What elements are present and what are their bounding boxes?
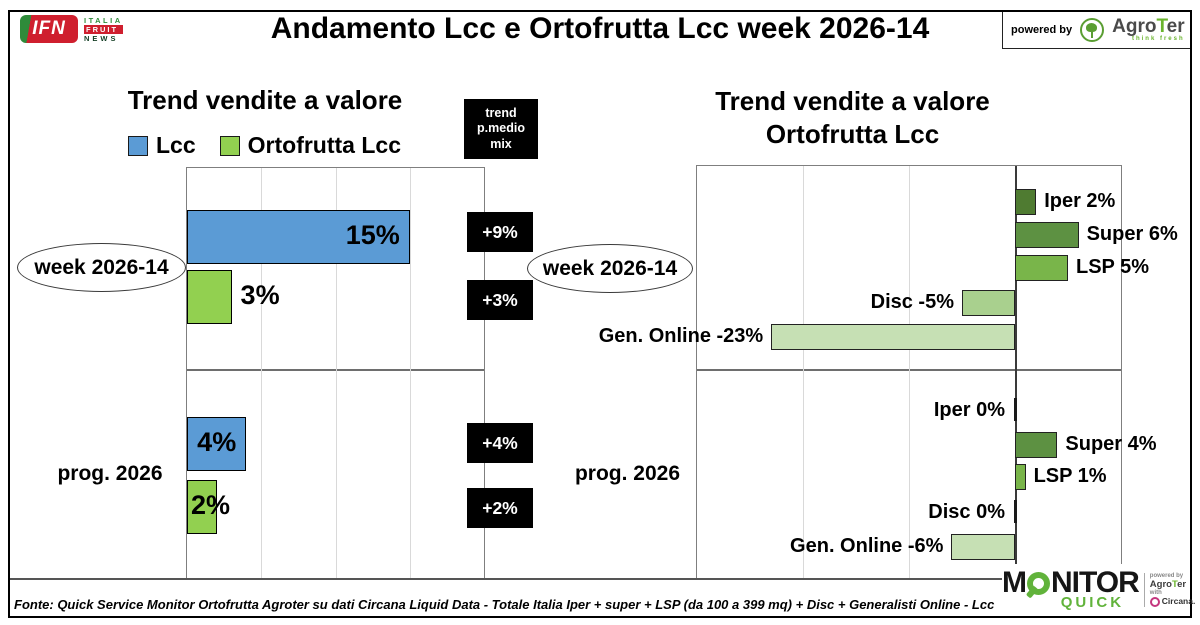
trend-value-week-ortofrutta: +3%: [467, 280, 533, 320]
gridline-0: [1015, 166, 1017, 579]
bar-value-label: 4%: [197, 427, 237, 457]
bar-category-label: Iper 2%: [1044, 190, 1116, 212]
bar-category-label: Super 4%: [1065, 433, 1157, 455]
legend-swatch-lcc: [128, 135, 148, 156]
agroter-small-label: AgroTer: [1149, 578, 1187, 590]
outer-frame: [8, 10, 1192, 618]
monitor-quick-wordmark: M NITOR QUICK: [1002, 566, 1140, 612]
ifn-news-label: NEWS: [84, 33, 119, 43]
circana-icon: [1149, 597, 1160, 608]
bar-gen-online-0: [771, 324, 1015, 350]
bar-category-label: Iper 0%: [933, 399, 1005, 421]
bar-lsp-0: [1015, 255, 1068, 281]
right-row-label-week: week 2026-14: [527, 244, 693, 293]
circana-label: Circana.: [1149, 597, 1195, 608]
bar-value-label: 3%: [240, 280, 280, 310]
footer-divider: [10, 578, 1018, 580]
legend-swatch-ortofrutta: [219, 135, 240, 156]
legend-item-lcc: Lcc: [128, 132, 196, 159]
left-chart-plot-area: 15% 3% 4% 2%: [186, 167, 485, 580]
left-row-label-prog: prog. 2026: [57, 462, 163, 485]
legend-label-lcc: Lcc: [156, 132, 196, 158]
bar-lsp-1: [1015, 464, 1026, 490]
bar-category-label: Disc -5%: [870, 291, 954, 313]
legend-label-ortofrutta: Ortofrutta Lcc: [247, 132, 401, 158]
legend-item-ortofrutta: Ortofrutta Lcc: [219, 132, 401, 159]
bar-category-label: Gen. Online -6%: [790, 535, 944, 557]
bar-category-label: Gen. Online -23%: [598, 325, 764, 347]
bar-iper-0: [1015, 189, 1037, 215]
ifn-wordmark: ITALIA FRUIT NEWS: [84, 16, 123, 43]
quick-label: QUICK: [1060, 594, 1125, 611]
powered-by-label: powered by: [1011, 24, 1073, 36]
bar-category-label: LSP 1%: [1033, 465, 1107, 487]
right-chart-plot-area: Iper 2% Super 6% LSP 5% Disc -5% Gen. Online…: [599, 165, 1178, 580]
agroter-tagline: think fresh: [1131, 36, 1185, 42]
left-chart-title: Trend vendite a valore: [127, 85, 403, 115]
gridline-10: [335, 168, 337, 579]
ifn-italia-label: ITALIA: [84, 15, 123, 25]
gridline--20: [803, 166, 804, 579]
page-title: Andamento Lcc e Ortofrutta Lcc week 2026…: [270, 12, 930, 45]
right-row-label-prog: prog. 2026: [574, 462, 681, 485]
bar-gen-online-1: [951, 534, 1015, 560]
agroter-powered-by-box: powered by AgroTer think fresh: [1002, 12, 1190, 49]
bar-value-label: 2%: [191, 490, 231, 520]
bar-category-label: LSP 5%: [1076, 256, 1149, 278]
gridline--10: [909, 166, 910, 579]
bar-ortofrutta-lcc-1: [187, 480, 217, 534]
gridline-5: [261, 168, 263, 579]
bar-disc-0: [962, 290, 1015, 316]
monitor-logo-credits: powered by AgroTer with Circana.: [1143, 572, 1195, 608]
bar-iper-1: [1013, 398, 1017, 421]
left-row-label-week: week 2026-14: [17, 243, 186, 292]
gridline-15: [409, 168, 411, 579]
left-chart-legend: Lcc Ortofrutta Lcc: [128, 132, 401, 159]
right-chart-title: Trend vendite a valore Ortofrutta Lcc: [715, 86, 990, 149]
bar-lcc-1: [187, 417, 247, 471]
agroter-wordmark: AgroTer think fresh: [1112, 16, 1185, 42]
trend-value-prog-ortofrutta: +2%: [467, 488, 533, 528]
bar-category-label: Super 6%: [1086, 223, 1178, 245]
trend-pmedio-mix-header: trend p.medio mix: [464, 99, 538, 159]
bar-lcc-0: [187, 210, 410, 264]
bar-super-1: [1015, 432, 1058, 458]
ifn-badge-icon: IFN: [20, 15, 78, 43]
bar-value-label: 15%: [345, 220, 400, 250]
trend-value-week-lcc: +9%: [467, 212, 533, 252]
source-note: Fonte: Quick Service Monitor Ortofrutta …: [14, 597, 995, 612]
agroter-tree-icon: [1080, 18, 1105, 42]
monitor-quick-logo: M NITOR QUICK powered by AgroTer with Cir…: [1002, 564, 1195, 616]
bar-disc-1: [1013, 500, 1017, 523]
ifn-logo: IFN ITALIA FRUIT NEWS: [20, 15, 123, 43]
magnifier-icon: [1025, 571, 1050, 599]
trend-value-prog-lcc: +4%: [467, 423, 533, 463]
bar-ortofrutta-lcc-0: [187, 270, 232, 324]
bar-category-label: Disc 0%: [928, 501, 1005, 523]
bar-super-0: [1015, 222, 1079, 248]
ifn-fruit-label: FRUIT: [84, 24, 123, 34]
